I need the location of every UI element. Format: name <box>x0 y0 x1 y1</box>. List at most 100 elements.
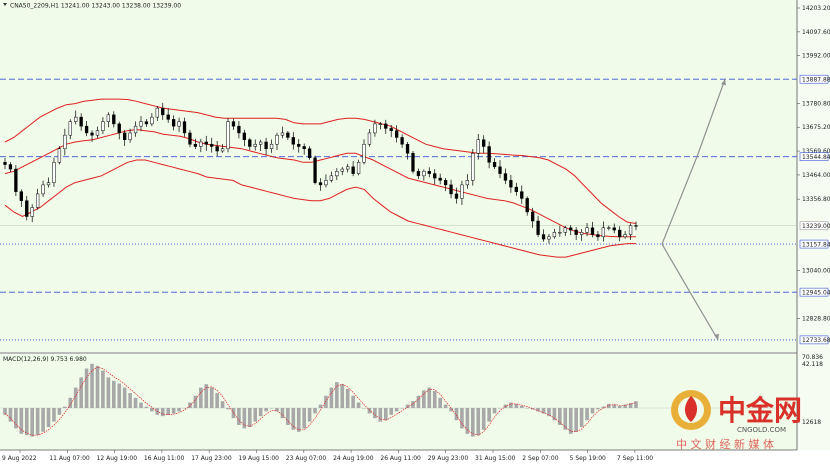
candle-body <box>182 121 187 134</box>
time-tick-label: 12 Aug 19:00 <box>97 455 138 462</box>
candle-body <box>112 114 116 125</box>
candle-body <box>313 157 317 183</box>
candle-body <box>204 141 208 145</box>
macd-bar <box>411 401 415 408</box>
candle-body <box>356 162 361 174</box>
macd-bar <box>133 397 138 408</box>
candle-body <box>30 207 34 217</box>
candle-body <box>210 143 214 147</box>
candle-body <box>231 121 236 127</box>
macd-bar <box>144 406 149 408</box>
macd-bar <box>264 408 268 412</box>
macd-bar <box>585 408 589 421</box>
candle-body <box>449 184 453 195</box>
candle-body <box>628 225 633 235</box>
macd-bar <box>422 390 426 408</box>
candle-body <box>269 143 274 149</box>
macd-bar <box>324 395 328 408</box>
candle-body <box>438 177 442 181</box>
macd-bar <box>122 387 127 408</box>
macd-bar <box>318 404 323 408</box>
macd-bar <box>329 387 334 408</box>
macd-bar <box>525 408 530 409</box>
candle-body <box>46 182 51 186</box>
price-tick-label: 13675.20 <box>802 124 830 131</box>
candle-body <box>63 134 67 149</box>
macd-bar <box>237 408 241 425</box>
candle-body <box>19 191 23 201</box>
price-tick-label: 14097.60 <box>802 29 830 36</box>
macd-bar <box>209 387 214 408</box>
macd-bar <box>416 395 421 408</box>
macd-bar <box>139 402 143 408</box>
macd-bar <box>481 408 486 430</box>
candle-body <box>634 225 638 227</box>
macd-bar <box>90 363 94 408</box>
macd-bar <box>171 408 176 414</box>
candle-body <box>454 193 459 199</box>
candle-body <box>623 234 627 238</box>
macd-bar <box>307 408 312 422</box>
macd-bar <box>188 402 192 408</box>
macd-bar <box>449 408 453 412</box>
candle-body <box>297 143 301 147</box>
macd-bar <box>519 405 524 408</box>
candle-body <box>155 107 159 118</box>
macd-header: MACD(12,26,9) 9.753 6.980 <box>3 356 87 363</box>
price-tag-label: 13887.88 <box>802 76 830 83</box>
macd-bar <box>24 408 29 436</box>
candle-body <box>248 139 252 147</box>
collapse-triangle-icon[interactable] <box>3 3 7 6</box>
macd-bar <box>226 408 230 410</box>
band-lower <box>4 159 636 258</box>
macd-bar <box>41 408 45 432</box>
candle-body <box>52 162 56 183</box>
candle-body <box>471 153 475 181</box>
candle-body <box>171 119 176 127</box>
macd-bar <box>373 408 377 419</box>
candle-body <box>601 227 606 238</box>
candle-body <box>318 182 323 186</box>
macd-bar <box>579 408 584 428</box>
macd-bar <box>275 408 279 412</box>
candle-body <box>563 227 567 233</box>
candle-body <box>405 143 410 154</box>
candle-body <box>79 116 83 127</box>
macd-bar <box>35 408 40 436</box>
candle-body <box>3 162 7 165</box>
candle-body <box>264 141 268 149</box>
price-tag-label: 13239.00 <box>802 223 830 230</box>
price-tick-label: 12828.80 <box>802 315 830 322</box>
candle-body <box>275 134 279 145</box>
watermark-tagline: 中 文 财 经 新 媒 体 <box>676 437 774 451</box>
macd-bar <box>596 408 600 410</box>
candle-body <box>346 166 350 170</box>
band-middle <box>4 128 636 238</box>
macd-bar <box>498 408 502 409</box>
candle-body <box>574 229 578 235</box>
macd-bar <box>79 377 83 408</box>
candle-body <box>579 232 584 235</box>
candle-body <box>95 130 100 136</box>
candle-body <box>590 227 595 235</box>
macd-bar <box>617 405 622 408</box>
candle-body <box>422 171 426 177</box>
price-tick-label: 13464.00 <box>802 172 830 179</box>
projection-arrows <box>661 79 726 341</box>
macd-bar <box>351 395 355 408</box>
macd-bar <box>182 408 187 409</box>
macd-bar <box>558 408 562 425</box>
candle-body <box>8 164 13 170</box>
price-pane-bg <box>0 0 797 352</box>
macd-bar <box>443 404 448 408</box>
candle-body <box>427 171 431 174</box>
symbol-header: CNA50_2209,H1 13241.00 13243.00 13238.00… <box>10 3 181 10</box>
macd-tick-label: 42.118 <box>802 361 823 368</box>
price-tag-box <box>799 335 829 345</box>
macd-bar <box>117 383 122 408</box>
candle-body <box>547 236 551 240</box>
candle-body <box>395 130 399 138</box>
candle-body <box>259 141 263 145</box>
time-tick-label: 7 Sep 11:00 <box>617 455 653 462</box>
